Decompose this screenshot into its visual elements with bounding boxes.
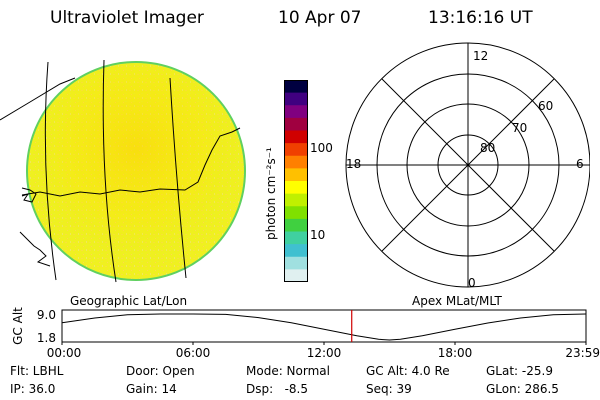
info-ip: IP: 36.0 [10, 382, 56, 396]
colorbar-segment [284, 193, 308, 207]
colorbar-tick-100: 100 [310, 141, 333, 155]
x-tick-label: 12:00 [307, 346, 342, 360]
colorbar-segment [284, 155, 308, 169]
x-tick-label: 18:00 [438, 346, 473, 360]
lat-label-80: 80 [480, 141, 495, 155]
info-gain: Gain: 14 [126, 382, 177, 396]
colorbar-label: photon cm⁻²s⁻¹ [264, 147, 278, 240]
info-door: Door: Open [126, 364, 195, 378]
observation-time: 13:16:16 UT [428, 8, 533, 28]
polar-diagonal-line [381, 78, 555, 252]
info-glat: GLat: -25.9 [486, 364, 553, 378]
info-glon: GLon: 286.5 [486, 382, 559, 396]
colorbar-segment [284, 231, 308, 245]
meridian-line [44, 61, 57, 281]
colorbar-segment [284, 206, 308, 220]
y-tick-label: 1.8 [37, 331, 56, 345]
altitude-timeline-chart: 9.0 1.8 GC Alt 00:00 06:00 12:00 18:00 23:59 [11, 307, 600, 360]
info-filter: Flt: LBHL [10, 364, 64, 378]
caption-geographic: Geographic Lat/Lon [70, 294, 188, 308]
x-tick-label: 00:00 [47, 346, 82, 360]
colorbar-segment [284, 269, 308, 282]
coastline [21, 127, 241, 197]
mlt-label-6: 6 [576, 157, 584, 171]
meridian-line [169, 77, 187, 279]
colorbar-tick-10: 10 [310, 228, 326, 242]
info-seq: Seq: 39 [366, 382, 412, 396]
colorbar-segment [284, 168, 308, 182]
info-gc-alt: GC Alt: 4.0 Re [366, 364, 450, 378]
mlt-label-0: 0 [468, 276, 476, 290]
observation-date: 10 Apr 07 [278, 8, 362, 28]
instrument-title: Ultraviolet Imager [50, 8, 204, 28]
y-tick-label: 9.0 [37, 308, 56, 322]
colorbar-segment [284, 92, 308, 106]
polar-plot: 12 6 0 18 60 70 80 [345, 42, 590, 290]
colorbar-segment [284, 181, 308, 195]
lat-label-70: 70 [512, 121, 527, 135]
colorbar-segment [284, 143, 308, 157]
caption-apex: Apex MLat/MLT [412, 294, 502, 308]
coastline [19, 231, 51, 267]
colorbar-segment [284, 80, 308, 94]
x-tick-label: 23:59 [565, 346, 600, 360]
meridian-line [102, 59, 117, 283]
earth-image-panel [0, 59, 246, 283]
colorbar-segment [284, 218, 308, 233]
colorbar-segment [284, 105, 308, 119]
altitude-series-line [61, 313, 586, 341]
y-axis-label: GC Alt [11, 307, 25, 345]
mlt-label-12: 12 [473, 49, 488, 63]
mlt-label-18: 18 [346, 157, 361, 171]
color-scale-bar [284, 80, 308, 282]
x-tick-label: 06:00 [176, 346, 211, 360]
colorbar-segment [284, 130, 308, 144]
info-dsp: Dsp: -8.5 [246, 382, 309, 396]
colorbar-segment [284, 256, 308, 270]
colorbar-segment [284, 117, 308, 132]
coastline [0, 77, 76, 121]
colorbar-segment [284, 244, 308, 258]
info-mode: Mode: Normal [246, 364, 330, 378]
lat-label-60: 60 [538, 99, 553, 113]
